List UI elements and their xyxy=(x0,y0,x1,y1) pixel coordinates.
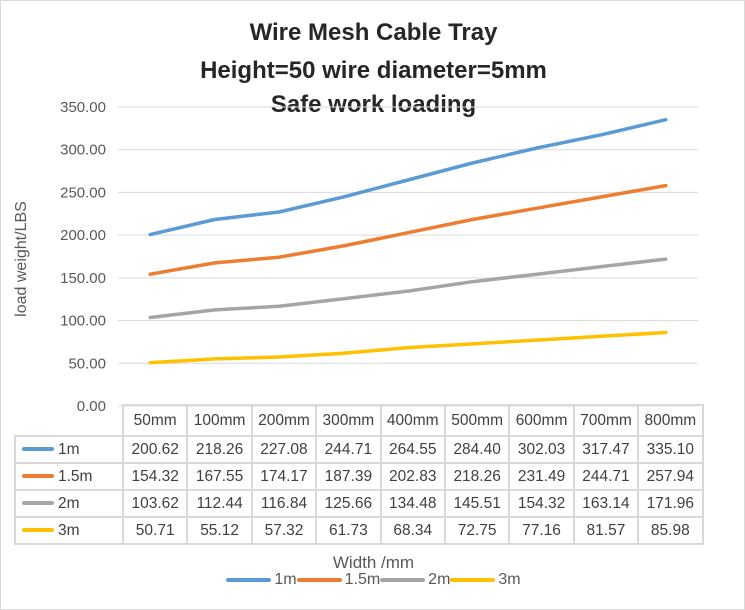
series-name: 3m xyxy=(58,521,80,539)
data-label: 112.44 xyxy=(186,489,253,518)
y-tick-label: 200.00 xyxy=(60,227,106,244)
data-label: 61.73 xyxy=(315,516,382,545)
table-row: 2m 103.62 112.44 116.84 125.66 134.48 145.51 15… xyxy=(14,489,704,518)
data-label: 302.03 xyxy=(508,435,575,464)
data-label: 284.40 xyxy=(443,435,511,464)
series-line-1m xyxy=(148,117,668,237)
data-label: 85.98 xyxy=(637,516,704,545)
legend-swatch-icon xyxy=(22,501,54,506)
data-label: 125.66 xyxy=(315,489,382,518)
y-tick-label: 350.00 xyxy=(60,99,106,116)
data-label: 317.47 xyxy=(572,435,640,464)
x-category-label: 600mm xyxy=(508,404,575,437)
data-label: 200.62 xyxy=(121,435,189,464)
data-label: 227.08 xyxy=(250,435,318,464)
data-label: 187.39 xyxy=(315,462,382,491)
data-label: 116.84 xyxy=(250,489,318,518)
data-label: 163.14 xyxy=(572,489,640,518)
legend-label: 1.5m xyxy=(344,571,381,588)
row-label: 3m xyxy=(14,516,124,545)
data-label: 134.48 xyxy=(379,489,446,518)
legend-swatch-icon xyxy=(22,447,54,452)
x-category-label: 800mm xyxy=(637,404,704,437)
chart-title-line-3: Safe work loading xyxy=(270,91,477,118)
row-label: 2m xyxy=(14,489,124,518)
x-category-label: 700mm xyxy=(572,404,640,437)
data-label: 145.51 xyxy=(443,489,511,518)
x-category-label: 300mm xyxy=(315,404,382,437)
chart-title-line-1: Wire Mesh Cable Tray xyxy=(249,19,498,46)
data-label: 167.55 xyxy=(186,462,253,491)
data-label: 81.57 xyxy=(572,516,640,545)
data-label: 72.75 xyxy=(443,516,511,545)
data-label: 154.32 xyxy=(508,489,575,518)
series-line-1.5m xyxy=(148,183,668,276)
data-label: 218.26 xyxy=(443,462,511,491)
y-tick-label: 100.00 xyxy=(60,313,106,330)
row-label: 1.5m xyxy=(14,462,124,491)
series-name: 1.5m xyxy=(58,467,93,485)
legend-item: 1m xyxy=(226,571,297,589)
data-label: 218.26 xyxy=(186,435,253,464)
series-line-2m xyxy=(148,257,668,320)
row-label: 1m xyxy=(14,435,124,464)
series-name: 2m xyxy=(58,494,80,512)
data-label: 202.83 xyxy=(379,462,446,491)
x-category-label: 400mm xyxy=(379,404,446,437)
data-label: 335.10 xyxy=(637,435,704,464)
data-label: 68.34 xyxy=(379,516,446,545)
y-tick-label: 300.00 xyxy=(60,142,106,159)
data-table: 50mm 100mm 200mm 300mm 400mm 500mm 600mm 700mm 8… xyxy=(14,404,704,545)
y-tick-label: 150.00 xyxy=(60,270,106,287)
legend-swatch-icon xyxy=(296,577,342,582)
y-tick-label: 250.00 xyxy=(60,184,106,201)
legend-label: 1m xyxy=(274,571,297,588)
table-row: 3m 50.71 55.12 57.32 61.73 68.34 72.75 77.16 81.… xyxy=(14,516,704,545)
data-label: 77.16 xyxy=(508,516,575,545)
legend-swatch-icon xyxy=(380,577,426,582)
y-tick-label: 50.00 xyxy=(68,355,106,372)
table-row: 1m 200.62 218.26 227.08 244.71 264.55 284.40 30… xyxy=(14,435,704,464)
legend-item: 2m xyxy=(380,571,450,589)
data-label: 57.32 xyxy=(250,516,318,545)
data-label: 244.71 xyxy=(315,435,382,464)
x-category-label: 500mm xyxy=(443,404,511,437)
legend-label: 3m xyxy=(498,571,521,588)
data-label: 171.96 xyxy=(637,489,704,518)
table-row: 1.5m 154.32 167.55 174.17 187.39 202.83 218.26… xyxy=(14,462,704,491)
data-label: 257.94 xyxy=(637,462,704,491)
series-name: 1m xyxy=(58,440,80,458)
x-category-label: 50mm xyxy=(121,404,189,437)
legend-swatch-icon xyxy=(22,528,54,533)
data-label: 244.71 xyxy=(572,462,640,491)
data-label: 55.12 xyxy=(186,516,253,545)
legend-swatch-icon xyxy=(450,577,496,582)
table-corner xyxy=(15,405,124,436)
data-label: 50.71 xyxy=(121,516,189,545)
legend-label: 2m xyxy=(428,571,451,588)
x-category-label: 200mm xyxy=(250,404,318,437)
chart-title-line-2: Height=50 wire diameter=5mm xyxy=(200,57,547,84)
legend-swatch-icon xyxy=(22,474,54,479)
legend-swatch-icon xyxy=(226,577,272,582)
data-label: 103.62 xyxy=(121,489,189,518)
legend-item: 1.5m xyxy=(296,571,381,589)
x-axis-label: Width /mm xyxy=(332,553,415,572)
data-label: 264.55 xyxy=(379,435,446,464)
x-category-label: 100mm xyxy=(186,404,253,437)
data-label: 231.49 xyxy=(508,462,575,491)
legend-item: 3m xyxy=(450,571,521,589)
legend: 1m 1.5m 2m 3m xyxy=(1,571,744,589)
data-label: 154.32 xyxy=(121,462,189,491)
data-label: 174.17 xyxy=(250,462,318,491)
